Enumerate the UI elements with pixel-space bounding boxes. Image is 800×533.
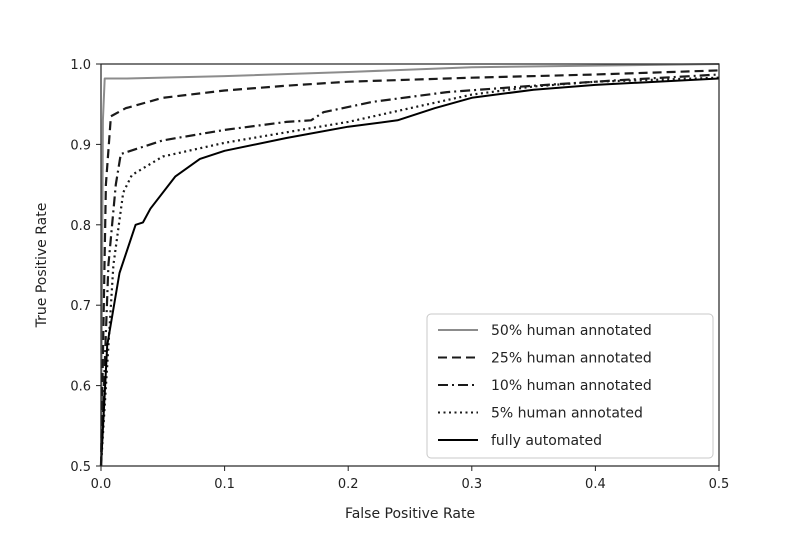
y-tick-label: 1.0 [70, 58, 91, 73]
y-tick-label: 0.6 [70, 380, 91, 395]
series-line-0 [100, 63, 720, 467]
series-line-1 [99, 69, 720, 467]
legend-label: 50% human annotated [491, 323, 652, 339]
legend-label: 25% human annotated [491, 351, 652, 367]
y-tick-label: 0.8 [70, 219, 91, 234]
legend-label: 10% human annotated [491, 378, 652, 394]
legend: 50% human annotated 25% human annotated 10… [426, 313, 714, 459]
series-line-2 [99, 73, 720, 467]
x-tick-label: 0.5 [709, 477, 730, 492]
y-axis-label: True Positive Rate [34, 203, 50, 329]
x-tick-label: 0.0 [91, 477, 112, 492]
series-layer [99, 63, 720, 467]
legend-box [426, 313, 714, 459]
x-tick-label: 0.3 [461, 477, 482, 492]
x-tick-label: 0.4 [585, 477, 606, 492]
plot-frame [100, 63, 720, 467]
series-line-4 [100, 77, 720, 467]
y-tick-label: 0.7 [70, 299, 91, 314]
y-tick-label: 0.5 [70, 460, 91, 475]
x-tick-label: 0.1 [214, 477, 235, 492]
legend-label: fully automated [491, 433, 602, 449]
x-tick-label: 0.2 [338, 477, 359, 492]
legend-label: 5% human annotated [491, 406, 643, 422]
y-tick-label: 0.9 [70, 138, 91, 153]
ticks-layer: 0.0 0.1 0.2 0.3 0.4 0.5 0.5 0.6 0.7 0.8 0.9 1.0 [70, 58, 729, 492]
x-axis-label: False Positive Rate [345, 506, 475, 522]
